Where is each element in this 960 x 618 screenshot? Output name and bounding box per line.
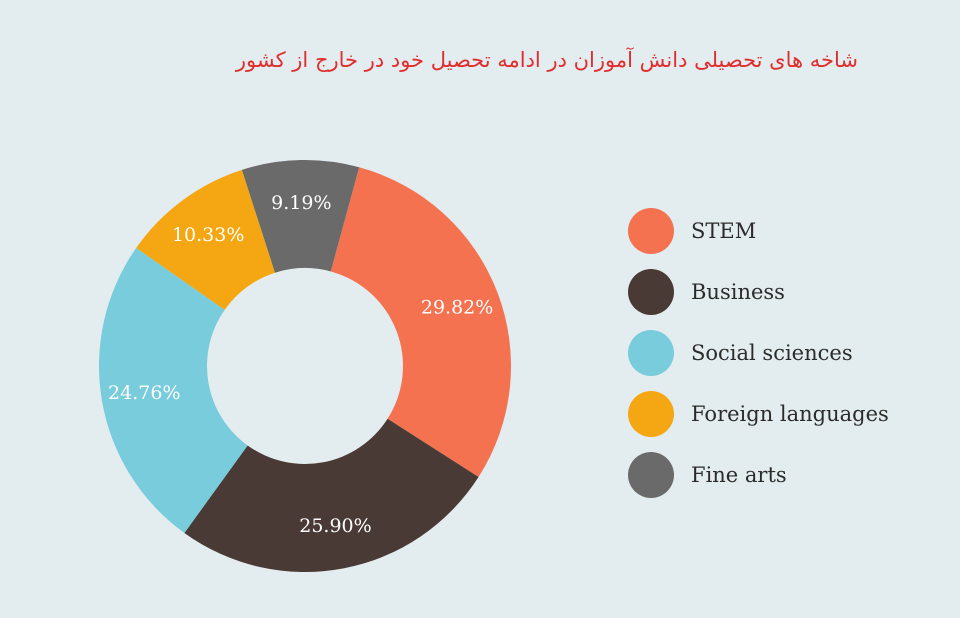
legend-item-fine-arts: Fine arts bbox=[628, 452, 889, 498]
slice-label-foreign-languages: 10.33% bbox=[172, 224, 244, 246]
legend-label: Foreign languages bbox=[691, 402, 889, 426]
slice-label-fine-arts: 9.19% bbox=[271, 192, 331, 214]
slice-foreign-languages bbox=[136, 169, 275, 310]
legend-label: Fine arts bbox=[691, 463, 787, 487]
legend-swatch bbox=[628, 330, 674, 376]
slice-label-social-sciences: 24.76% bbox=[108, 382, 180, 404]
legend-swatch bbox=[628, 391, 674, 437]
slice-label-business: 25.90% bbox=[299, 515, 371, 537]
slice-stem bbox=[330, 167, 511, 477]
slice-label-stem: 29.82% bbox=[421, 296, 493, 318]
legend-swatch bbox=[628, 452, 674, 498]
slice-social-sciences bbox=[99, 247, 248, 533]
legend-item-business: Business bbox=[628, 269, 889, 315]
legend-label: Business bbox=[691, 280, 785, 304]
legend-item-stem: STEM bbox=[628, 208, 889, 254]
chart-legend: STEM Business Social sciences Foreign langu… bbox=[628, 208, 889, 513]
legend-label: STEM bbox=[691, 219, 757, 243]
legend-label: Social sciences bbox=[691, 341, 853, 365]
legend-item-social-sciences: Social sciences bbox=[628, 330, 889, 376]
slice-business bbox=[184, 418, 479, 572]
donut-chart: 29.82% 25.90% 24.76% 10.33% 9.19% bbox=[99, 160, 511, 572]
slice-fine-arts bbox=[241, 160, 360, 273]
chart-title: شاخه های تحصیلی دانش آموزان در ادامه تحص… bbox=[235, 48, 858, 72]
legend-swatch bbox=[628, 269, 674, 315]
legend-item-foreign-languages: Foreign languages bbox=[628, 391, 889, 437]
legend-swatch bbox=[628, 208, 674, 254]
